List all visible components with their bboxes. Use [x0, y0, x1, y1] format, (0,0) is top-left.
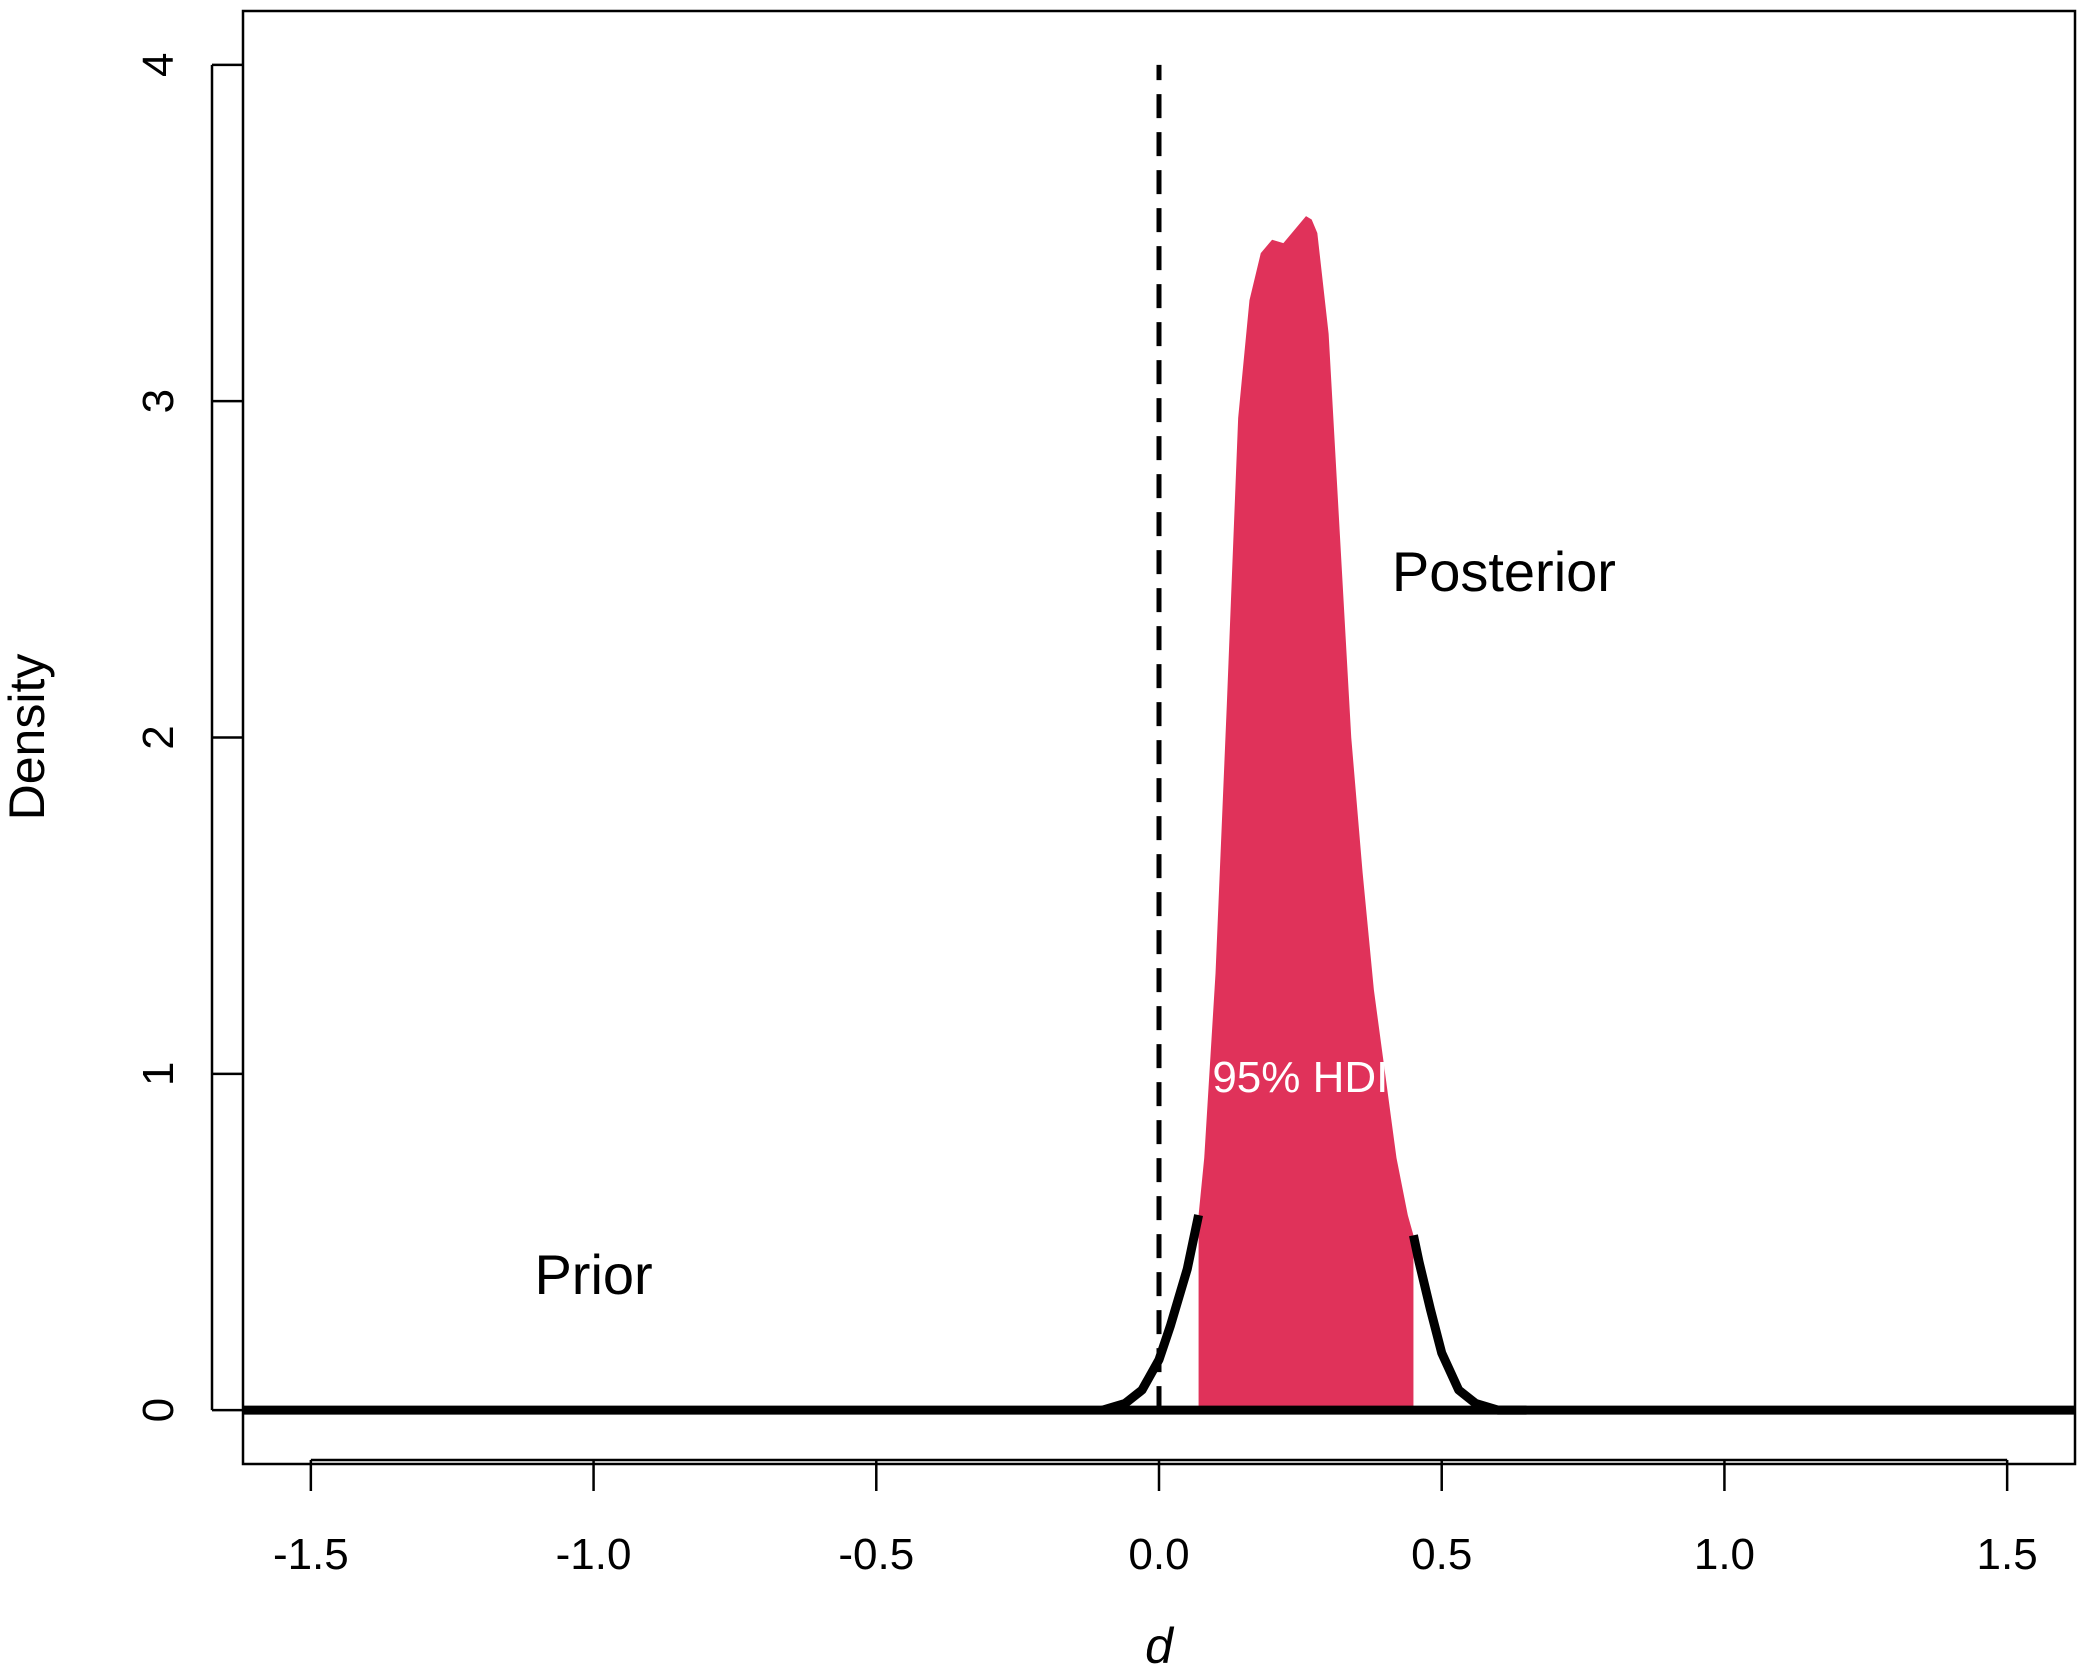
y-tick-label: 4 [134, 53, 183, 77]
y-axis: 0 1 2 3 4 [134, 53, 243, 1422]
hdi-area [1198, 216, 1414, 1411]
x-tick-label: 1.5 [1977, 1530, 2038, 1579]
x-tick-label: 0.5 [1411, 1530, 1472, 1579]
annotations: Posterior Prior 95% HDI [534, 540, 1616, 1306]
plot-marks [243, 64, 2075, 1415]
x-tick-label: -0.5 [838, 1530, 914, 1579]
y-tick-label: 1 [134, 1062, 183, 1086]
x-tick-label: 1.0 [1694, 1530, 1755, 1579]
x-axis: -1.5 -1.0 -0.5 0.0 0.5 1.0 1.5 [273, 1458, 2038, 1579]
y-tick-label: 3 [134, 389, 183, 413]
posterior-left-tail [1101, 1214, 1203, 1415]
posterior-label: Posterior [1392, 540, 1616, 603]
x-tick-label: 0.0 [1128, 1530, 1189, 1579]
x-tick-label: -1.5 [273, 1530, 349, 1579]
y-tick-label: 2 [134, 725, 183, 749]
posterior-right-tail [1409, 1234, 1527, 1415]
hdi-label: 95% HDI [1212, 1053, 1388, 1102]
y-tick-label: 0 [134, 1398, 183, 1422]
x-tick-label: -1.0 [556, 1530, 632, 1579]
prior-label: Prior [534, 1243, 652, 1306]
x-axis-title: d [1145, 1618, 1175, 1674]
y-axis-title: Density [0, 654, 55, 821]
